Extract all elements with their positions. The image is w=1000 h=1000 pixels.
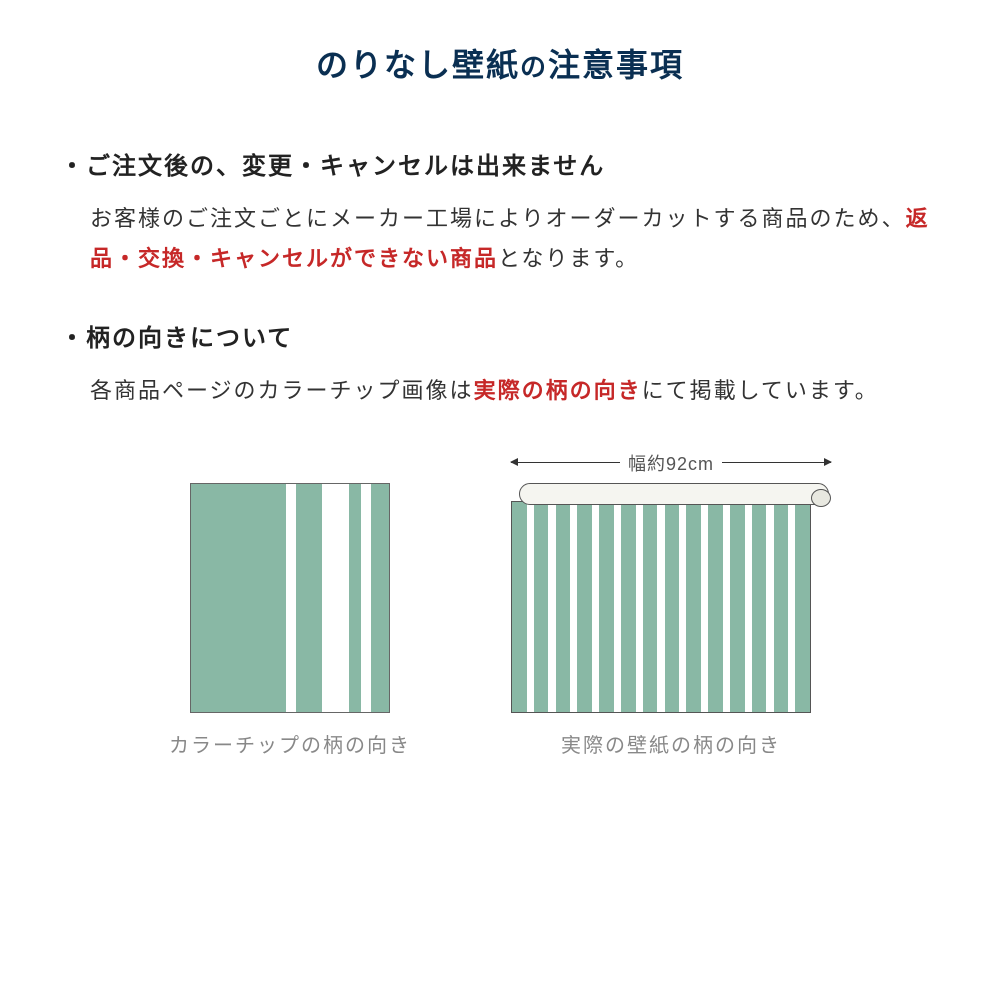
width-label: 幅約92cm [628,450,714,476]
section2-post: にて掲載しています。 [642,378,879,403]
color-chip-swatch [190,483,390,713]
diagram-color-chip: カラーチップの柄の向き [169,451,411,758]
wallpaper-roll [511,483,831,713]
section-pattern: ・柄の向きについて 各商品ページのカラーチップ画像は実際の柄の向きにて掲載してい… [60,318,940,411]
width-indicator: 幅約92cm [511,451,831,475]
section2-highlight: 実際の柄の向き [474,378,642,403]
diagrams-row: カラーチップの柄の向き 幅約92cm 実際の壁紙の柄の向き [60,451,940,758]
page-title: のりなし壁紙の注意事項 [60,40,940,86]
roll-end-icon [811,489,831,507]
arrow-right-icon [722,462,831,463]
section-cancel: ・ご注文後の、変更・キャンセルは出来ません お客様のご注文ごとにメーカー工場によ… [60,146,940,278]
section2-pre: 各商品ページのカラーチップ画像は [90,378,474,403]
title-part-c: 注意事項 [548,47,684,83]
section1-heading: ・ご注文後の、変更・キャンセルは出来ません [60,146,940,181]
diagram-actual-roll: 幅約92cm 実際の壁紙の柄の向き [511,451,831,758]
title-part-a: のりなし壁紙 [316,47,520,83]
title-part-b: の [520,52,548,82]
arrow-left-icon [511,462,620,463]
section2-heading: ・柄の向きについて [60,318,940,353]
section1-pre: お客様のご注文ごとにメーカー工場によりオーダーカットする商品のため、 [90,206,906,231]
section1-post: となります。 [498,246,639,271]
left-caption: カラーチップの柄の向き [169,729,411,758]
section1-body: お客様のご注文ごとにメーカー工場によりオーダーカットする商品のため、返品・交換・… [60,199,940,278]
section2-body: 各商品ページのカラーチップ画像は実際の柄の向きにて掲載しています。 [60,371,940,411]
right-caption: 実際の壁紙の柄の向き [511,729,831,758]
roll-top-icon [519,483,829,505]
